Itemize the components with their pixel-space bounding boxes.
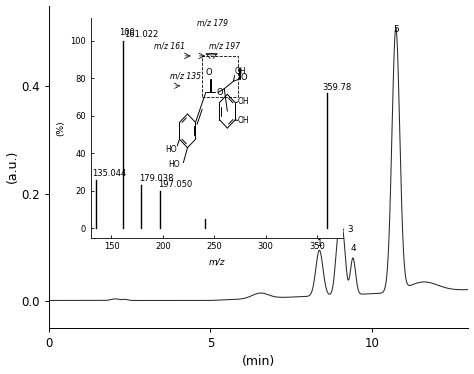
X-axis label: (min): (min)	[242, 355, 275, 368]
Text: 4: 4	[350, 244, 356, 253]
Text: 2 + 3: 2 + 3	[328, 225, 353, 234]
Text: 1: 1	[317, 239, 322, 248]
Y-axis label: (a.u.): (a.u.)	[6, 150, 18, 183]
Text: 5: 5	[393, 25, 399, 34]
